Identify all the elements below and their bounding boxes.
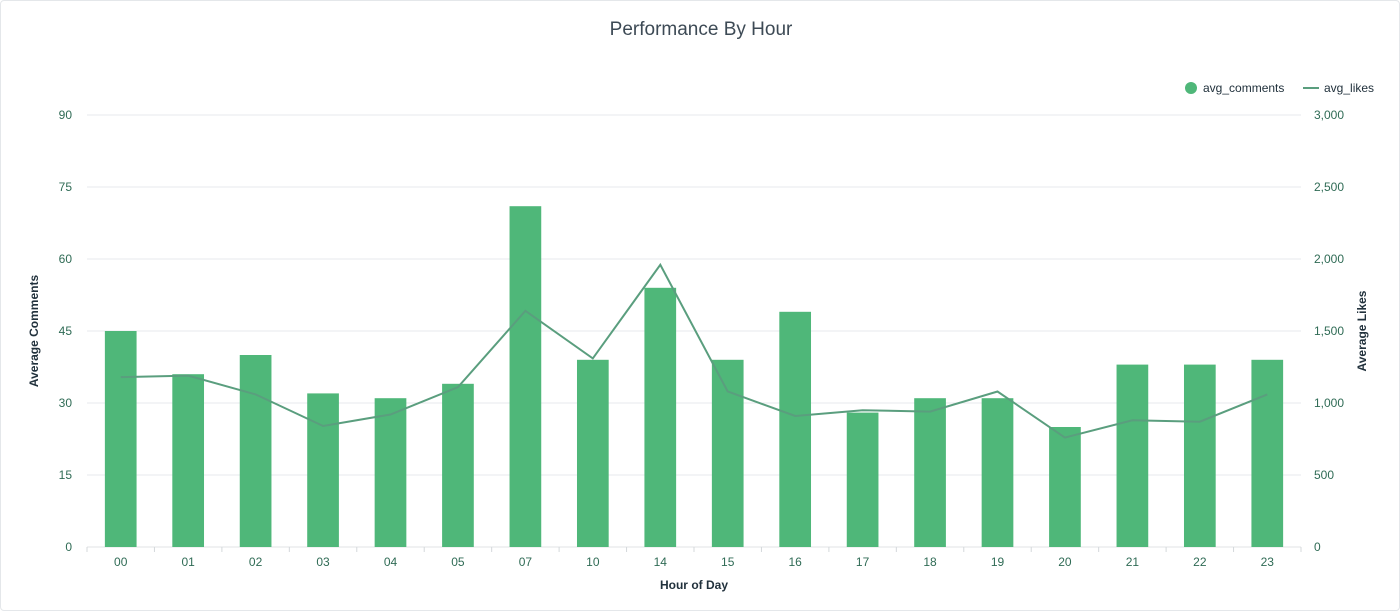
right-tick-label: 1,000 [1314,396,1344,410]
left-tick-label: 45 [59,324,73,338]
x-tick-label: 03 [316,555,330,569]
x-tick-label: 17 [856,555,870,569]
bar [509,206,542,547]
bar [172,374,205,547]
legend-label-avg-comments: avg_comments [1203,81,1284,95]
x-tick-label: 19 [991,555,1005,569]
gridlines [87,114,1301,548]
bar [307,393,339,547]
x-tick-label: 02 [249,555,263,569]
legend-label-avg-likes: avg_likes [1324,81,1374,95]
left-axis-title: Average Comments [27,275,41,388]
legend-marker-avg-comments [1185,82,1197,94]
x-tick-label: 22 [1193,555,1207,569]
x-tick-label: 23 [1261,555,1275,569]
bar [711,359,744,547]
bar [576,359,609,547]
x-tick-label: 18 [923,555,937,569]
left-tick-label: 90 [59,108,73,122]
bar [1116,364,1149,547]
x-tick-label: 04 [384,555,398,569]
left-tick-label: 30 [59,396,73,410]
bar [846,412,879,547]
x-tick-label: 14 [654,555,668,569]
right-tick-label: 2,000 [1314,252,1344,266]
x-axis-ticks: 00 01 02 03 04 05 07 10 14 15 16 17 18 19 20 21 22 23 [86,547,1302,569]
bar [981,398,1014,547]
x-tick-label: 20 [1058,555,1072,569]
right-tick-label: 1,500 [1314,324,1344,338]
bars-avg-comments [104,206,1284,547]
bar [1049,427,1081,547]
bar [1251,359,1284,547]
right-tick-label: 3,000 [1314,108,1344,122]
left-tick-label: 0 [65,540,72,554]
bar [914,398,946,547]
right-axis-title: Average Likes [1355,290,1369,371]
x-tick-label: 01 [181,555,195,569]
right-axis-ticks: 0 500 1,000 1,500 2,000 2,500 3,000 [1314,108,1344,554]
bar [1183,364,1216,547]
bar [779,311,812,547]
right-tick-label: 0 [1314,540,1321,554]
bar [644,287,677,547]
legend[interactable]: avg_comments avg_likes [1185,81,1374,95]
x-tick-label: 21 [1126,555,1140,569]
x-tick-label: 05 [451,555,465,569]
x-tick-label: 15 [721,555,735,569]
likes-series-line [120,262,1268,439]
bar [239,355,272,547]
bar [374,398,407,547]
right-tick-label: 2,500 [1314,180,1344,194]
left-axis-ticks: 0 15 30 45 60 75 90 [59,108,73,554]
x-tick-label: 10 [586,555,600,569]
x-tick-label: 16 [788,555,802,569]
left-tick-label: 15 [59,468,73,482]
x-axis-title: Hour of Day [660,578,728,592]
x-tick-label: 07 [519,555,533,569]
left-tick-label: 75 [59,180,73,194]
bar [104,331,137,547]
chart-title: Performance By Hour [610,19,793,40]
bar [442,383,474,547]
x-tick-label: 00 [114,555,128,569]
line-avg-likes [120,262,1268,439]
left-tick-label: 60 [59,252,73,266]
right-tick-label: 500 [1314,468,1334,482]
